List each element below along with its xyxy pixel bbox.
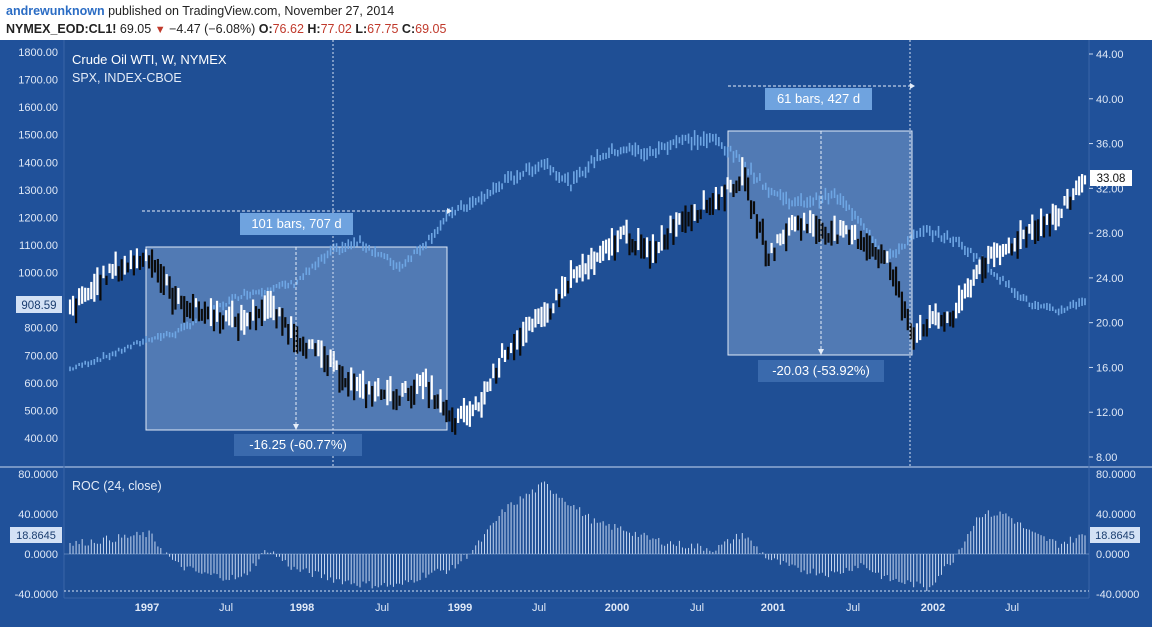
roc-axis-ticks: 80.0000 80.0000 40.0000 40.0000 0.0000 0.0000…: [15, 469, 1140, 601]
author-link[interactable]: andrewunknown: [6, 4, 105, 18]
left-tick-label: 400.00: [24, 433, 58, 445]
spx-last-value: 908.59: [21, 300, 56, 312]
crude-last-badge: [1090, 170, 1132, 186]
time-tick-label: Jul: [219, 602, 233, 614]
left-tick-label: 1000.00: [18, 268, 58, 280]
high-value: 77.02: [320, 22, 352, 36]
right-tick-label: 28.00: [1096, 228, 1124, 240]
down-arrow-icon: ▼: [154, 24, 166, 36]
symbol-line: NYMEX_EOD:CL1! 69.05 ▼ −4.47 (−6.08%) O:…: [6, 22, 446, 36]
left-tick-label: 600.00: [24, 378, 58, 390]
roc-right-badge: [1090, 527, 1140, 543]
price-change: −4.47 (−6.08%): [169, 22, 256, 36]
m2-bottom-label: -20.03 (-53.92%): [772, 363, 870, 378]
roc-left-tick: -40.0000: [15, 589, 58, 601]
left-tick-label: 1800.00: [18, 47, 58, 59]
arrow-head-1b: [293, 424, 299, 430]
time-axis-ticks: 1997 Jul 1998 Jul 1999 Jul 2000 Jul 2001 Jul 2002 J…: [135, 602, 1019, 614]
left-tick-label: 1200.00: [18, 212, 58, 224]
roc-left-tick: 0.0000: [24, 549, 58, 561]
m1-bottom-label: -16.25 (-60.77%): [249, 437, 347, 452]
m2-top-label-bg: [765, 88, 872, 110]
right-tick-label: 8.00: [1096, 452, 1117, 464]
publish-line: andrewunknown published on TradingView.c…: [6, 4, 394, 18]
low-label: L:: [355, 22, 368, 36]
time-tick-label: 1999: [448, 602, 472, 614]
time-tick-label: 2002: [921, 602, 945, 614]
right-axis-ticks: 44.00 40.00 36.00 32.00 28.00 24.00 20.00 16.00…: [1089, 49, 1124, 464]
close-label: C:: [401, 22, 416, 36]
m1-top-label-bg: [240, 213, 353, 235]
time-tick-label: 1997: [135, 602, 159, 614]
crude-last-value: 33.08: [1097, 173, 1126, 185]
left-tick-label: 1300.00: [18, 185, 58, 197]
roc-title[interactable]: ROC (24, close): [72, 479, 162, 493]
spx-last-badge: [16, 296, 62, 313]
left-axis-ticks: 1800.00 1700.00 1600.00 1500.00 1400.00 1300.…: [18, 47, 58, 445]
m1-bottom-label-bg: [234, 434, 362, 456]
left-tick-label: 1100.00: [19, 240, 58, 252]
right-tick-label: 40.00: [1096, 94, 1124, 106]
right-tick-label: 24.00: [1096, 273, 1124, 285]
roc-left-tick: 80.0000: [18, 469, 58, 481]
roc-left-badge: [10, 527, 62, 543]
right-tick-label: 44.00: [1096, 49, 1124, 61]
publish-header: andrewunknown published on TradingView.c…: [0, 0, 1152, 40]
roc-right-tick: 80.0000: [1096, 469, 1136, 481]
left-tick-label: 700.00: [24, 350, 58, 362]
time-tick-label: 2000: [605, 602, 629, 614]
m2-bottom-label-bg: [758, 360, 884, 382]
published-text: published on TradingView.com, November 2…: [108, 4, 395, 18]
time-tick-label: Jul: [846, 602, 860, 614]
roc-right-tick: 0.0000: [1096, 549, 1130, 561]
left-tick-label: 1500.00: [18, 130, 58, 142]
last-price: 69.05: [119, 22, 152, 36]
left-tick-label: 1600.00: [18, 102, 58, 114]
left-tick-label: 500.00: [24, 405, 58, 417]
roc-left-value: 18.8645: [16, 530, 56, 542]
high-label: H:: [307, 22, 321, 36]
left-tick-label: 1400.00: [18, 157, 58, 169]
time-tick-label: 1998: [290, 602, 314, 614]
arrow-head-2: [910, 83, 915, 89]
left-tick-label: 800.00: [24, 323, 58, 335]
arrow-head-2b: [818, 349, 824, 355]
low-value: 67.75: [367, 22, 399, 36]
time-tick-label: Jul: [532, 602, 546, 614]
roc-right-tick: -40.0000: [1096, 589, 1139, 601]
time-tick-label: 2001: [761, 602, 785, 614]
roc-series: [64, 481, 1089, 592]
open-value: 76.62: [272, 22, 304, 36]
m1-top-label: 101 bars, 707 d: [251, 216, 341, 231]
roc-right-tick: 40.0000: [1096, 509, 1136, 521]
right-tick-label: 16.00: [1096, 362, 1124, 374]
legend-crude[interactable]: Crude Oil WTI, W, NYMEX: [72, 52, 227, 67]
roc-left-tick: 40.0000: [18, 509, 58, 521]
close-value: 69.05: [415, 22, 447, 36]
price-chart[interactable]: 1800.00 1700.00 1600.00 1500.00 1400.00 1300.…: [0, 40, 1152, 627]
roc-right-value: 18.8645: [1095, 530, 1135, 542]
left-tick-label: 1700.00: [18, 75, 58, 87]
m2-top-label: 61 bars, 427 d: [777, 91, 860, 106]
right-tick-label: 36.00: [1096, 139, 1124, 151]
arrow-head-1: [447, 208, 452, 214]
open-label: O:: [258, 22, 273, 36]
crude-series: [68, 157, 1087, 435]
legend-spx[interactable]: SPX, INDEX-CBOE: [72, 71, 182, 85]
measure-box-2[interactable]: [727, 130, 913, 356]
time-tick-label: Jul: [690, 602, 704, 614]
time-tick-label: Jul: [1005, 602, 1019, 614]
time-tick-label: Jul: [375, 602, 389, 614]
right-tick-label: 32.00: [1096, 183, 1124, 195]
symbol-name: NYMEX_EOD:CL1!: [6, 22, 117, 36]
right-tick-label: 12.00: [1096, 407, 1124, 419]
right-tick-label: 20.00: [1096, 318, 1124, 330]
